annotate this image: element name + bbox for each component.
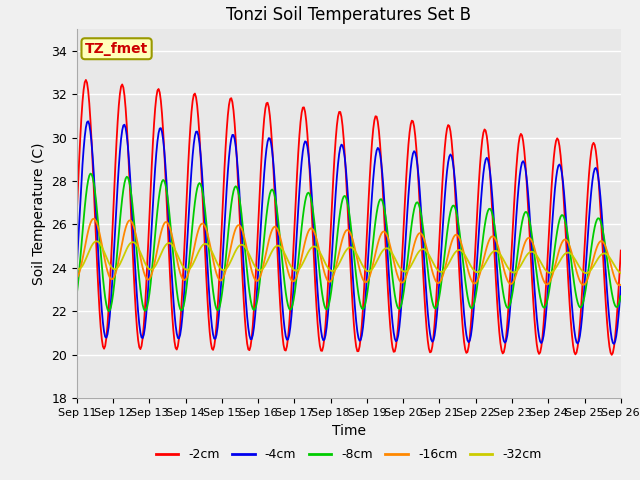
-16cm xyxy=(73,275,81,281)
-4cm xyxy=(610,341,618,347)
-16cm xyxy=(616,282,623,288)
-8cm xyxy=(617,293,625,299)
-32cm xyxy=(92,239,100,244)
-16cm xyxy=(303,231,311,237)
-4cm xyxy=(568,303,576,309)
-32cm xyxy=(73,265,81,271)
-16cm xyxy=(243,247,251,253)
-4cm xyxy=(73,263,81,269)
-2cm xyxy=(303,131,311,137)
-2cm xyxy=(617,248,625,253)
-32cm xyxy=(568,252,576,258)
-16cm xyxy=(404,265,412,271)
-32cm xyxy=(404,266,412,272)
Legend: -2cm, -4cm, -8cm, -16cm, -32cm: -2cm, -4cm, -8cm, -16cm, -32cm xyxy=(151,443,547,466)
X-axis label: Time: Time xyxy=(332,424,366,438)
Line: -32cm: -32cm xyxy=(77,241,621,273)
-8cm xyxy=(406,239,413,245)
Y-axis label: Soil Temperature (C): Soil Temperature (C) xyxy=(31,143,45,285)
-16cm xyxy=(90,216,98,222)
-2cm xyxy=(608,352,616,358)
-32cm xyxy=(583,270,591,276)
-2cm xyxy=(73,211,81,216)
Line: -8cm: -8cm xyxy=(77,174,621,311)
-16cm xyxy=(568,251,576,257)
-8cm xyxy=(380,202,387,207)
-4cm xyxy=(303,144,311,149)
-16cm xyxy=(474,277,481,283)
-8cm xyxy=(305,190,312,195)
-2cm xyxy=(404,142,412,147)
-2cm xyxy=(82,77,90,83)
Line: -2cm: -2cm xyxy=(77,80,621,355)
-32cm xyxy=(303,251,311,257)
-8cm xyxy=(105,308,113,314)
-4cm xyxy=(243,314,251,320)
-8cm xyxy=(244,280,252,286)
Text: TZ_fmet: TZ_fmet xyxy=(85,42,148,56)
-4cm xyxy=(474,248,481,253)
-16cm xyxy=(617,282,625,288)
Line: -16cm: -16cm xyxy=(77,219,621,285)
-8cm xyxy=(569,273,577,278)
-2cm xyxy=(243,341,251,347)
-8cm xyxy=(73,291,81,297)
-4cm xyxy=(617,284,625,290)
-8cm xyxy=(86,171,94,177)
-2cm xyxy=(378,177,386,183)
-4cm xyxy=(404,193,412,199)
Title: Tonzi Soil Temperatures Set B: Tonzi Soil Temperatures Set B xyxy=(227,6,471,24)
-2cm xyxy=(568,332,576,338)
-32cm xyxy=(378,249,386,254)
-32cm xyxy=(617,270,625,276)
-8cm xyxy=(475,271,483,276)
-2cm xyxy=(474,200,481,206)
-16cm xyxy=(378,229,386,235)
Line: -4cm: -4cm xyxy=(77,121,621,344)
-32cm xyxy=(474,269,481,275)
-32cm xyxy=(243,247,251,253)
-4cm xyxy=(378,171,386,177)
-4cm xyxy=(84,119,92,124)
